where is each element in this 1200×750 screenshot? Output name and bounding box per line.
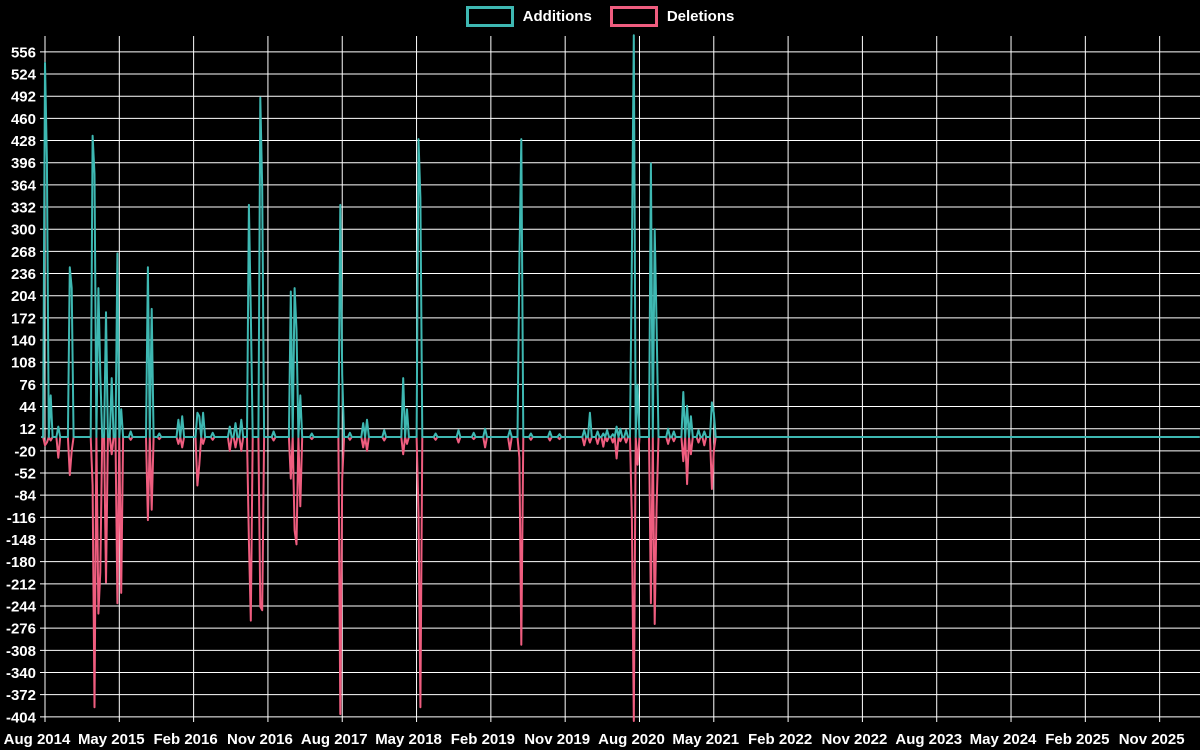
y-tick-label: 108 [11,355,36,372]
y-tick-label: 44 [19,399,36,416]
x-tick-label: Feb 2022 [748,731,812,748]
y-tick-label: -212 [6,576,36,593]
y-tick-label: 332 [11,200,36,217]
y-tick-label: 300 [11,222,36,239]
y-tick-label: 396 [11,155,36,172]
y-tick-label: 268 [11,244,36,261]
deletions-legend-label: Deletions [666,7,735,25]
y-tick-label: -180 [6,554,36,571]
chart-legend: Additions Deletions [0,6,1200,27]
y-tick-label: -308 [6,643,36,660]
y-tick-label: 140 [11,333,36,350]
additions-legend-label: Additions [522,7,592,25]
y-tick-label: 364 [11,177,37,194]
x-tick-label: Nov 2025 [1119,731,1185,748]
x-tick-label: Feb 2019 [451,731,515,748]
y-tick-label: 428 [11,133,36,150]
additions-swatch-icon [465,6,514,27]
x-tick-label: Aug 2023 [895,731,962,748]
deletions-line [41,436,1200,722]
x-tick-label: Aug 2014 [4,731,71,748]
y-tick-label: -84 [14,488,36,505]
x-tick-label: May 2018 [375,731,442,748]
deletions-swatch-icon [609,6,658,27]
y-tick-label: 492 [11,89,36,106]
y-tick-label: -340 [6,665,36,682]
y-tick-label: 524 [11,67,37,84]
y-tick-label: 76 [19,377,36,394]
x-tick-label: Aug 2017 [301,731,368,748]
y-tick-label: 172 [11,310,36,327]
y-tick-label: -148 [6,532,36,549]
y-tick-label: -20 [14,443,36,460]
x-tick-label: Nov 2016 [227,731,293,748]
x-tick-label: Feb 2025 [1045,731,1109,748]
y-tick-label: -116 [7,510,36,527]
y-tick-label: 12 [19,421,36,438]
y-tick-label: 204 [11,288,37,305]
x-tick-label: Nov 2019 [524,731,590,748]
y-tick-label: 460 [11,111,36,128]
legend-item-additions[interactable]: Additions [465,6,592,27]
x-tick-label: Aug 2020 [598,731,665,748]
y-tick-label: 236 [11,266,36,283]
y-tick-label: -404 [6,709,37,726]
x-tick-label: May 2015 [78,731,145,748]
y-tick-label: 556 [11,44,36,61]
x-tick-label: May 2024 [970,731,1037,748]
y-tick-label: -244 [6,599,37,616]
x-tick-label: May 2021 [672,731,739,748]
x-tick-label: Feb 2016 [154,731,218,748]
x-tick-label: Nov 2022 [821,731,887,748]
y-tick-label: -276 [6,621,36,638]
legend-item-deletions[interactable]: Deletions [609,6,735,27]
y-tick-label: -372 [6,687,36,704]
additions-line [41,34,1200,438]
y-tick-label: -52 [14,466,36,483]
